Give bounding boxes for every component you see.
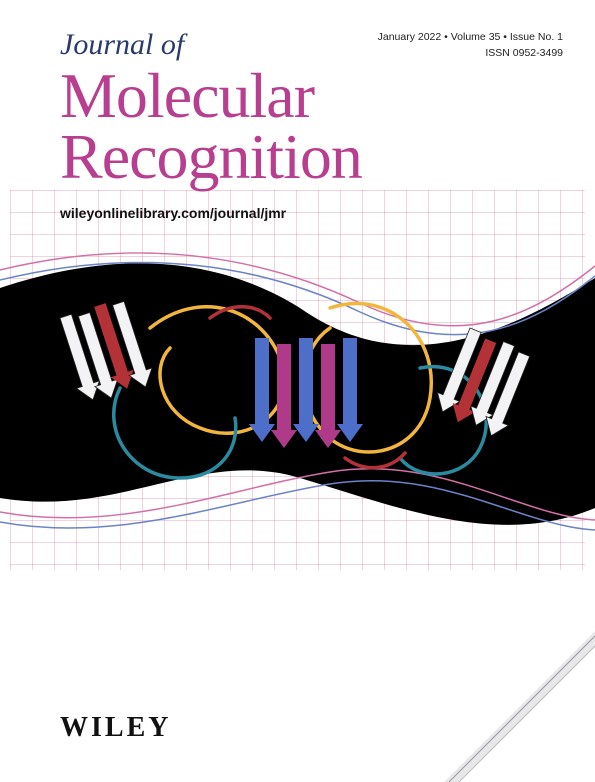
title-line-2: Recognition xyxy=(60,127,565,188)
journal-cover: Journal of Molecular Recognition January… xyxy=(0,0,595,782)
corner-peel: Discover this journal online at Wiley On… xyxy=(395,582,595,782)
issn: ISSN 0952-3499 xyxy=(378,46,563,62)
issue-date-volume: January 2022 • Volume 35 • Issue No. 1 xyxy=(378,30,563,46)
publisher-logo: WILEY xyxy=(60,712,171,744)
title-line-1: Molecular xyxy=(60,66,565,127)
journal-url: wileyonlinelibrary.com/journal/jmr xyxy=(60,205,286,221)
cover-artwork xyxy=(0,248,595,548)
beta-sheet-center xyxy=(249,338,363,448)
issue-metadata: January 2022 • Volume 35 • Issue No. 1 I… xyxy=(378,30,563,62)
